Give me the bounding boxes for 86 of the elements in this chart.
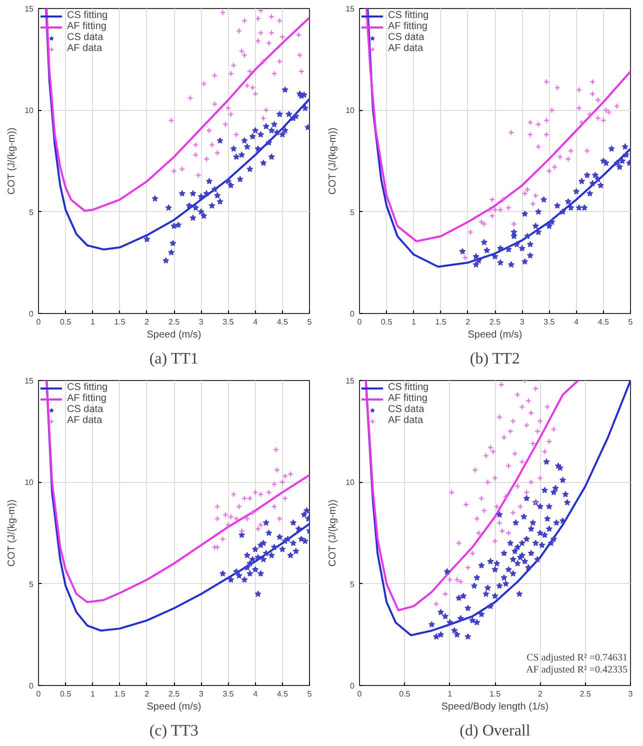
x-tick-label: 0 xyxy=(36,318,42,326)
x-axis-title: Speed/Body length (1/s) xyxy=(441,702,549,712)
legend-label: CS data xyxy=(67,404,104,415)
text: (d) Overall xyxy=(460,722,531,740)
annotation: AF adjusted R² =0.42335 xyxy=(526,664,628,676)
y-axis-title: COT (J/(kg-m)) xyxy=(328,500,339,567)
x-tick-label: 4.5 xyxy=(598,318,610,326)
y-tick-label: 10 xyxy=(24,478,34,488)
y-tick-label: 0 xyxy=(29,310,34,318)
x-tick-label: 3.5 xyxy=(222,318,234,326)
x-tick-label: 1 xyxy=(90,318,96,326)
x-tick-label: 5 xyxy=(307,318,312,326)
x-tick-label: 1 xyxy=(448,690,453,698)
y-tick-label: 0 xyxy=(350,682,356,690)
x-axis-title: Speed (m/s) xyxy=(468,330,522,340)
x-tick-label: 1.5 xyxy=(114,690,126,698)
legend-label: AF data xyxy=(67,415,102,426)
y-tick-label: 5 xyxy=(350,208,356,217)
legend-label: CS data xyxy=(388,404,424,415)
x-tick-label: 3 xyxy=(198,318,204,326)
legend-label: AF data xyxy=(388,43,424,54)
x-tick-label: 0.5 xyxy=(60,690,72,698)
text: (a) TT1 xyxy=(149,350,198,368)
legend-label: CS data xyxy=(67,32,104,43)
x-tick-label: 2.5 xyxy=(168,690,180,698)
x-tick-label: 0.5 xyxy=(381,318,393,326)
x-tick-label: 5 xyxy=(307,690,312,698)
y-axis-title: COT (J/(kg-m)) xyxy=(6,128,18,195)
y-tick-label: 5 xyxy=(350,580,356,589)
x-tick-label: 0.5 xyxy=(399,690,411,698)
x-axis-title: Speed (m/s) xyxy=(146,702,202,712)
text: (b) TT2 xyxy=(470,350,520,368)
legend-label: AF data xyxy=(388,415,424,426)
y-tick-label: 15 xyxy=(24,4,34,14)
annotation: CS adjusted R² =0.74631 xyxy=(526,652,628,664)
x-tick-label: 0.5 xyxy=(60,318,72,326)
y-axis-title: COT (J/(kg-m)) xyxy=(6,500,18,567)
legend-label: AF fitting xyxy=(388,21,428,32)
legend-label: AF data xyxy=(67,43,102,54)
x-tick-label: 3.5 xyxy=(222,690,234,698)
legend-label: CS fitting xyxy=(388,382,429,393)
legend-label: AF fitting xyxy=(67,21,106,32)
legend-label: CS fitting xyxy=(388,10,429,21)
x-tick-label: 1 xyxy=(90,690,96,698)
x-tick-label: 4.5 xyxy=(276,690,289,698)
text: (c) TT3 xyxy=(149,722,198,740)
y-axis-title: COT (J/(kg-m)) xyxy=(328,128,339,195)
x-tick-label: 0 xyxy=(36,690,42,698)
y-tick-label: 10 xyxy=(346,106,356,116)
y-tick-label: 0 xyxy=(29,682,34,690)
legend-label: CS fitting xyxy=(67,10,108,21)
y-tick-label: 15 xyxy=(346,4,356,14)
y-tick-label: 10 xyxy=(346,478,356,488)
x-tick-label: 0 xyxy=(357,690,362,698)
x-tick-label: 5 xyxy=(628,318,634,326)
x-tick-label: 4.5 xyxy=(276,318,289,326)
x-tick-label: 1 xyxy=(411,318,416,326)
legend-label: CS fitting xyxy=(67,382,108,393)
y-tick-label: 5 xyxy=(29,208,34,217)
x-tick-label: 2.5 xyxy=(168,318,180,326)
x-tick-label: 3.5 xyxy=(544,318,556,326)
x-tick-label: 2 xyxy=(538,690,543,698)
legend-label: AF fitting xyxy=(388,393,428,404)
x-tick-label: 4 xyxy=(574,318,580,326)
x-tick-label: 4 xyxy=(253,690,258,698)
x-tick-label: 4 xyxy=(253,318,258,326)
x-tick-label: 2 xyxy=(144,318,150,326)
x-tick-label: 2 xyxy=(466,318,471,326)
x-tick-label: 2 xyxy=(144,690,150,698)
x-axis-title: Speed (m/s) xyxy=(146,330,202,340)
x-tick-label: 3 xyxy=(628,690,634,698)
x-tick-label: 1.5 xyxy=(489,690,502,698)
x-tick-label: 0 xyxy=(357,318,362,326)
x-tick-label: 2.5 xyxy=(580,690,592,698)
legend-label: AF fitting xyxy=(67,393,106,404)
x-tick-label: 1.5 xyxy=(114,318,126,326)
y-tick-label: 0 xyxy=(350,310,356,318)
x-tick-label: 1.5 xyxy=(435,318,447,326)
y-tick-label: 15 xyxy=(346,376,356,386)
x-tick-label: 2.5 xyxy=(489,318,502,326)
y-tick-label: 5 xyxy=(29,580,34,589)
y-tick-label: 15 xyxy=(24,376,34,386)
x-tick-label: 3 xyxy=(198,690,204,698)
y-tick-label: 10 xyxy=(24,106,34,116)
legend-label: CS data xyxy=(388,32,424,43)
x-tick-label: 3 xyxy=(520,318,525,326)
